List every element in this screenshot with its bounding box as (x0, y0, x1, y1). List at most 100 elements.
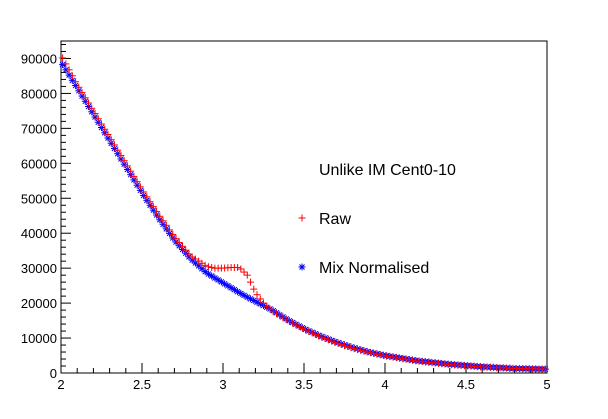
chart-title: Unlike IM Cent0-10 (319, 162, 456, 179)
data-point-raw (149, 203, 157, 211)
data-point-mix-normalised-d2 (205, 271, 212, 277)
y-tick-label: 80000 (21, 86, 57, 101)
x-tick-label: 3 (219, 377, 226, 392)
data-point-raw (110, 141, 118, 149)
data-point-mix-normalised-d2 (199, 265, 205, 272)
data-point-raw (363, 348, 371, 356)
data-point-raw (146, 198, 154, 206)
data-point-raw (104, 130, 112, 138)
data-point-raw (68, 72, 76, 80)
data-point-mix-normalised-d2 (195, 263, 202, 269)
x-tick-label: 3.5 (295, 377, 313, 392)
y-tick-label: 40000 (21, 226, 57, 241)
data-point-raw (263, 302, 271, 310)
data-point-raw (405, 356, 413, 364)
series-mix-normalised (59, 61, 549, 373)
data-point-raw (136, 183, 144, 191)
data-point-mix-normalised-d2 (250, 297, 257, 304)
data-point-raw (107, 136, 115, 144)
data-point-raw (247, 278, 255, 286)
data-point-raw (81, 94, 89, 102)
data-point-raw (94, 115, 102, 123)
data-point-raw (237, 265, 245, 273)
data-point-raw (253, 291, 261, 299)
y-tick-label: 60000 (21, 156, 57, 171)
legend-star-marker-d2 (299, 264, 305, 270)
data-point-raw (399, 355, 407, 363)
legend-label-mix-normalised: Mix Normalised (319, 260, 429, 277)
data-point-raw (298, 324, 306, 332)
data-point-raw (260, 299, 267, 307)
data-point-raw (204, 263, 212, 271)
data-point-raw (376, 351, 384, 359)
data-point-raw (292, 321, 300, 329)
legend-plus-marker (298, 214, 306, 222)
data-point-raw (392, 354, 400, 362)
data-point-mix-normalised-d2 (59, 61, 66, 68)
data-point-raw (120, 157, 128, 165)
y-tick-label: 70000 (21, 121, 57, 136)
data-point-raw (295, 323, 303, 331)
data-point-raw (85, 99, 93, 107)
data-point-mix-normalised-d2 (215, 277, 222, 283)
series-raw (59, 54, 549, 373)
legend: Raw Mix Normalised (298, 211, 429, 277)
data-point-raw (541, 365, 549, 373)
data-point-mix-normalised-d2 (234, 288, 241, 295)
data-point-raw (98, 120, 105, 128)
data-point-raw (201, 261, 209, 269)
data-point-raw (140, 188, 148, 196)
data-point-mix-normalised-d2 (244, 294, 251, 301)
data-point-raw (386, 353, 394, 361)
data-point-raw (234, 263, 242, 271)
data-point-raw (324, 336, 332, 344)
data-point-mix-normalised-d2 (218, 278, 225, 285)
data-point-raw (331, 338, 339, 346)
data-point-raw (318, 333, 326, 341)
data-point-raw (311, 330, 319, 338)
data-point-raw (256, 295, 264, 303)
data-point-mix-normalised-d2 (257, 301, 264, 307)
data-point-raw (75, 83, 83, 91)
data-point-raw (130, 172, 138, 180)
y-tick-label: 10000 (21, 331, 57, 346)
data-point-raw (302, 326, 310, 334)
data-point-mix-normalised-d2 (202, 268, 209, 275)
data-point-raw (162, 221, 170, 229)
data-point-raw (389, 353, 397, 361)
data-point-raw (360, 347, 368, 355)
data-point-mix-normalised-d2 (241, 292, 247, 299)
data-point-mix-normalised-d2 (221, 280, 228, 287)
data-point-raw (153, 208, 161, 216)
data-point-raw (117, 151, 125, 159)
x-tick-label: 4 (381, 377, 388, 392)
data-point-raw (370, 349, 378, 357)
data-point-raw (350, 345, 358, 353)
data-point-raw (240, 268, 248, 276)
data-point-raw (133, 178, 141, 186)
data-point-mix-normalised-d2 (237, 290, 244, 297)
data-point-raw (373, 350, 381, 358)
legend-label-raw: Raw (319, 211, 351, 228)
data-point-raw (334, 339, 342, 347)
data-point-mix-normalised-d2 (247, 295, 254, 302)
data-point-raw (285, 317, 293, 325)
y-tick-label: 20000 (21, 296, 57, 311)
x-tick-label: 4.5 (457, 377, 475, 392)
data-point-raw (114, 146, 122, 154)
data-point-mix-normalised-d2 (224, 282, 231, 289)
data-point-mix-normalised-d2 (69, 77, 76, 84)
data-point-mix-normalised-d2 (66, 72, 72, 78)
legend-star-marker (298, 263, 306, 271)
x-tick-label: 5 (543, 377, 550, 392)
y-axis: 0 10000 20000 30000 40000 50000 60000 70000 8000… (21, 43, 71, 381)
data-point-raw (91, 110, 99, 118)
data-point-raw (88, 104, 96, 112)
series-layer (59, 54, 549, 373)
data-point-raw (78, 89, 86, 97)
y-tick-label: 30000 (21, 261, 57, 276)
data-point-raw (143, 193, 151, 201)
data-point-raw (72, 78, 80, 86)
data-point-raw (172, 235, 180, 243)
data-point-raw (366, 349, 374, 357)
